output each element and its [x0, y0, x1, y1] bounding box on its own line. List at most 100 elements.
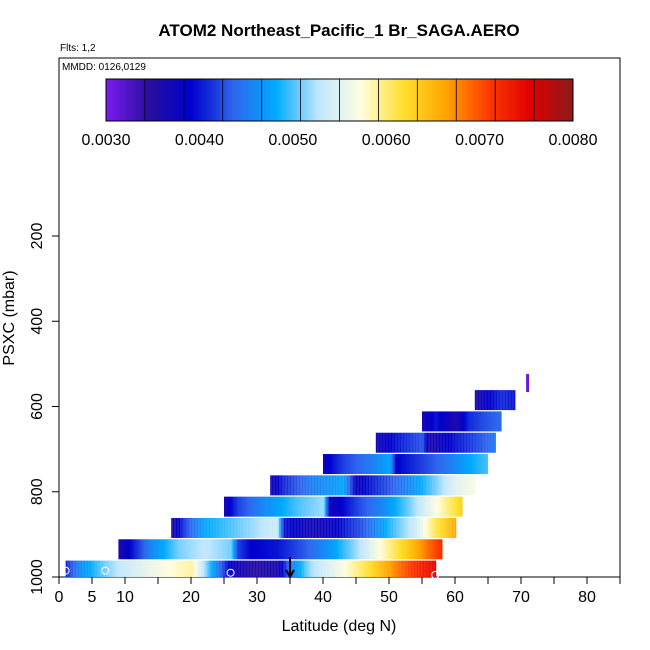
heatmap-cell [435, 432, 438, 453]
heatmap-cell [393, 475, 395, 496]
heatmap-cell [344, 454, 346, 475]
x-axis-label: Latitude (deg N) [282, 618, 397, 635]
colorbar-gradient-slice [173, 79, 177, 121]
heatmap-cell [488, 390, 490, 411]
heatmap-cell [208, 517, 211, 538]
heatmap-cell [306, 517, 308, 538]
heatmap-cell [136, 539, 138, 560]
heatmap-cell [307, 539, 309, 560]
heatmap-cell [336, 517, 338, 538]
heatmap-cell [303, 517, 305, 538]
heatmap-cell [410, 539, 413, 560]
heatmap-cell [383, 560, 386, 577]
heatmap-cell [324, 475, 326, 496]
heatmap-cell [312, 517, 314, 538]
x-tick-label: 0 [55, 589, 64, 606]
heatmap-cell [444, 454, 447, 475]
heatmap-cell [381, 496, 384, 517]
heatmap-cell [384, 517, 386, 538]
heatmap-cell [305, 496, 307, 517]
colorbar-gradient-slice [197, 79, 200, 121]
heatmap-cell [441, 432, 444, 453]
heatmap-cell [456, 475, 458, 496]
heatmap-cell [290, 496, 292, 517]
heatmap-cell [253, 517, 256, 538]
colorbar-gradient-slice [344, 79, 347, 121]
colorbar-gradient-slice [544, 79, 548, 121]
heatmap-cell [265, 539, 267, 560]
heatmap-cell [432, 454, 435, 475]
heatmap-cell [410, 432, 412, 453]
colorbar-gradient-slice [106, 79, 109, 121]
heatmap-cell [269, 496, 271, 517]
heatmap-cell [419, 454, 421, 475]
colorbar-gradient-slice [446, 79, 450, 121]
colorbar-gradient-slice [479, 79, 483, 121]
heatmap-cell [452, 432, 454, 453]
heatmap-cell [245, 539, 248, 560]
colorbar-gradient-slice [486, 79, 490, 121]
heatmap-cell [290, 539, 293, 560]
heatmap-cell [258, 496, 261, 517]
heatmap-cell [388, 539, 390, 560]
heatmap-cell [327, 454, 330, 475]
heatmap-cell [394, 517, 397, 538]
heatmap-cell [426, 496, 429, 517]
heatmap-cell [442, 475, 445, 496]
heatmap-cell [223, 560, 225, 577]
colorbar-gradient-slice [430, 79, 434, 121]
heatmap-cell [429, 411, 432, 432]
heatmap-cell [329, 496, 331, 517]
heatmap-cell [430, 539, 432, 560]
heatmap-cell [418, 539, 420, 560]
heatmap-cell [158, 560, 161, 577]
heatmap-cell [358, 539, 360, 560]
colorbar-gradient-slice [551, 79, 555, 121]
heatmap-cell [103, 560, 105, 577]
heatmap-cell [83, 560, 86, 577]
heatmap-cell [399, 475, 401, 496]
colorbar-gradient-slice [316, 79, 319, 121]
heatmap-cell [77, 560, 80, 577]
heatmap-cell [383, 539, 386, 560]
heatmap-cell [432, 517, 434, 538]
heatmap-cell [320, 539, 323, 560]
heatmap-cell [335, 454, 337, 475]
heatmap-cell [332, 496, 334, 517]
heatmap-cell [392, 454, 394, 475]
heatmap-cell [173, 560, 176, 577]
heatmap-cell [199, 539, 201, 560]
heatmap-cell [426, 475, 428, 496]
heatmap-cell [376, 539, 378, 560]
heatmap-cell [265, 517, 268, 538]
heatmap-cell [434, 560, 437, 577]
heatmap-cell [456, 496, 459, 517]
heatmap-cell [330, 517, 332, 538]
heatmap-cell [280, 539, 282, 560]
heatmap-cell [398, 539, 401, 560]
colorbar-gradient-slice [299, 79, 303, 121]
heatmap-cell [485, 432, 487, 453]
colorbar-tick-label: 0.0060 [362, 132, 411, 149]
heatmap-cell [458, 432, 460, 453]
heatmap-cell [158, 539, 161, 560]
colorbar-gradient-slice [407, 79, 410, 121]
colorbar-gradient-slice [509, 79, 513, 121]
heatmap-cell [346, 539, 348, 560]
heatmap-cell [429, 496, 432, 517]
colorbar-gradient-slice [155, 79, 158, 121]
heatmap-cell [331, 539, 333, 560]
heatmap-cell [454, 517, 457, 538]
heatmap-cell [395, 560, 398, 577]
colorbar-gradient-slice [313, 79, 317, 121]
heatmap-cell [196, 560, 198, 577]
heatmap-cell [316, 517, 319, 538]
heatmap-cell [386, 496, 388, 517]
heatmap-cell [427, 539, 429, 560]
heatmap-cell [218, 539, 221, 560]
heatmap-cell [351, 517, 353, 538]
heatmap-cell [460, 475, 463, 496]
heatmap-cell [379, 539, 381, 560]
heatmap-cell [421, 560, 423, 577]
heatmap-cell [285, 517, 287, 538]
